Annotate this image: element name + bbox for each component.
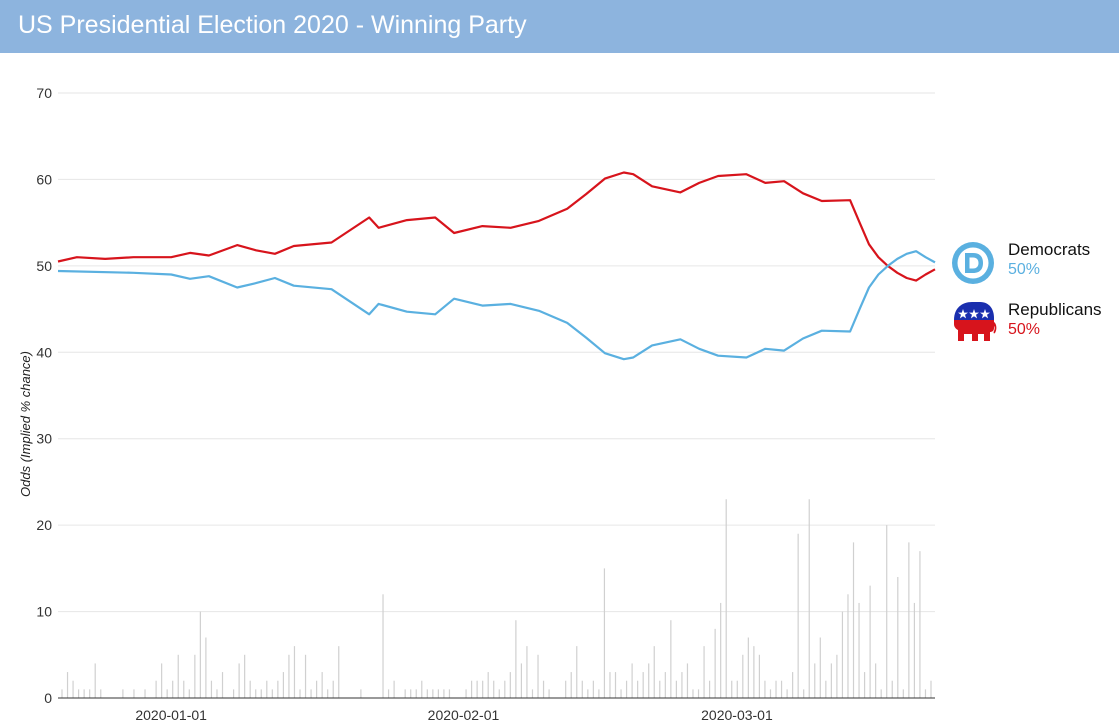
header-bar: US Presidential Election 2020 - Winning … bbox=[0, 0, 1119, 53]
volume-bars bbox=[61, 499, 932, 698]
chart-plot: 0 10 20 30 40 50 60 70 2020-01-01 2020-02-01 2020-… bbox=[18, 85, 936, 723]
x-tick-label: 2020-01-01 bbox=[135, 707, 207, 723]
y-tick-label: 40 bbox=[36, 344, 52, 360]
y-tick-label: 70 bbox=[36, 85, 52, 101]
axes: 0 10 20 30 40 50 60 70 2020-01-01 2020-02-01 2020-… bbox=[36, 85, 935, 723]
y-tick-label: 0 bbox=[44, 690, 52, 706]
y-tick-label: 10 bbox=[36, 604, 52, 620]
legend-democrats[interactable]: Democrats 50% bbox=[950, 240, 1119, 292]
republican-elephant-logo-icon bbox=[954, 302, 997, 341]
page-title: US Presidential Election 2020 - Winning … bbox=[18, 11, 527, 39]
legend-republicans[interactable]: Republicans 50% bbox=[950, 300, 1119, 352]
grid-lines bbox=[58, 92, 935, 613]
democratic-donkey-logo-icon bbox=[952, 242, 994, 284]
legend-label-democrats: Democrats bbox=[1008, 240, 1091, 259]
legend-label-republicans: Republicans bbox=[1008, 300, 1102, 319]
y-tick-label: 20 bbox=[36, 517, 52, 533]
x-tick-label: 2020-03-01 bbox=[701, 707, 773, 723]
legend-value-republicans: 50% bbox=[1008, 321, 1041, 338]
legend-value-democrats: 50% bbox=[1008, 261, 1041, 278]
y-tick-label: 30 bbox=[36, 431, 52, 447]
y-axis-label: Odds (Implied % chance) bbox=[18, 351, 33, 497]
y-tick-label: 50 bbox=[36, 258, 52, 274]
series-line-democrats bbox=[57, 250, 936, 361]
y-tick-label: 60 bbox=[36, 171, 52, 187]
series-line-republicans bbox=[57, 171, 936, 282]
x-tick-label: 2020-02-01 bbox=[428, 707, 500, 723]
series-lines bbox=[57, 171, 936, 361]
